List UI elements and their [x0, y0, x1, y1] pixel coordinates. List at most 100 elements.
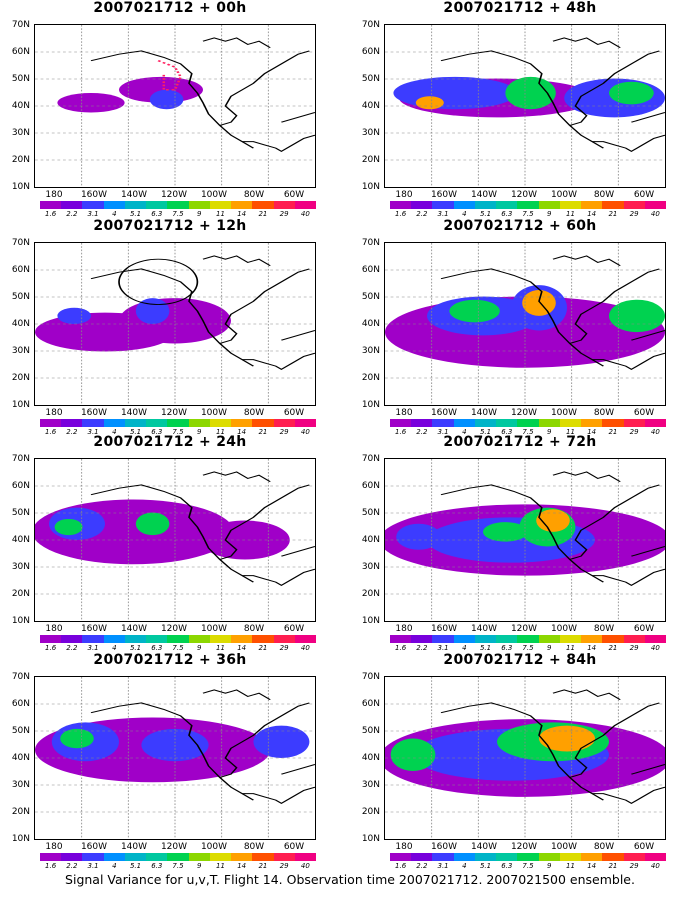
coastline	[90, 50, 254, 149]
colorbar-labels: 1.6 2.2 3.1 4 5.1 6.3 7.5 9 11 14 21 29 40	[40, 862, 316, 872]
colorbar-swatch	[124, 201, 147, 209]
longitude-label: 180	[45, 190, 63, 200]
colorbar-label: 40	[300, 644, 310, 652]
colorbar-swatch	[209, 201, 232, 209]
latitude-label: 30N	[11, 346, 30, 356]
variance-contour	[536, 509, 570, 532]
latitude-label: 40N	[361, 753, 380, 763]
colorbar-labels: 1.6 2.2 3.1 4 5.1 6.3 7.5 9 11 14 21 29 40	[40, 428, 316, 438]
latitude-label: 10N	[361, 616, 380, 626]
coastline	[592, 568, 665, 587]
colorbar-label: 7.5	[172, 210, 184, 218]
coastline	[219, 50, 310, 126]
longitude-label: 100W	[550, 408, 578, 418]
forecast-panel: 2007021712 + 36h 70N 60N 50N 40N 30N 20N 10N 180…	[0, 652, 340, 872]
panel-title: 2007021712 + 00h	[93, 0, 247, 16]
latitude-label: 40N	[361, 535, 380, 545]
longitude-label: 80W	[593, 190, 615, 200]
colorbar-swatch	[146, 853, 168, 861]
latitude-label: 40N	[11, 535, 30, 545]
colorbar-label: 40	[650, 862, 660, 870]
latitude-label: 30N	[11, 780, 30, 790]
latitude-label: 60N	[11, 265, 30, 275]
longitude-label: 80W	[593, 408, 615, 418]
panel-title: 2007021712 + 12h	[93, 218, 247, 234]
longitude-label: 100W	[200, 842, 228, 852]
latitude-label: 60N	[11, 481, 30, 491]
colorbar-label: 7.5	[522, 428, 534, 436]
colorbar-label: 29	[279, 862, 289, 870]
colorbar-swatch	[432, 853, 454, 861]
colorbar-swatch	[146, 419, 168, 427]
colorbar-label: 21	[258, 862, 268, 870]
longitude-label: 80W	[243, 190, 265, 200]
latitude-label: 50N	[11, 292, 30, 302]
colorbar-label: 21	[608, 210, 618, 218]
longitude-label: 180	[395, 190, 413, 200]
colorbar-label: 1.6	[45, 210, 57, 218]
colorbar-swatch	[453, 201, 475, 209]
variance-contour	[393, 76, 517, 110]
colorbar	[40, 635, 317, 643]
colorbar-label: 9	[196, 210, 202, 218]
colorbar-swatch	[209, 853, 232, 861]
longitude-label: 160W	[430, 190, 458, 200]
map-svg	[35, 243, 315, 405]
colorbar-label: 1.6	[395, 428, 407, 436]
longitude-label: 140W	[470, 408, 498, 418]
colorbar-swatch	[273, 419, 295, 427]
colorbar-label: 29	[629, 644, 639, 652]
panel-title: 2007021712 + 60h	[443, 218, 597, 234]
longitude-label: 100W	[200, 408, 228, 418]
colorbar-swatch	[623, 635, 645, 643]
panel-title: 2007021712 + 36h	[93, 652, 247, 668]
longitude-label: 120W	[160, 842, 188, 852]
longitude-label: 60W	[283, 408, 305, 418]
colorbar-swatch	[602, 419, 624, 427]
colorbar-label: 29	[279, 210, 289, 218]
variance-contour	[539, 725, 595, 752]
longitude-label: 160W	[430, 624, 458, 634]
colorbar-label: 7.5	[172, 862, 184, 870]
longitude-label: 180	[395, 624, 413, 634]
colorbar-label: 3.1	[437, 644, 449, 652]
map-area	[34, 242, 316, 406]
colorbar-swatch	[453, 635, 475, 643]
colorbar-label: 5.1	[479, 644, 492, 652]
map-area	[384, 24, 666, 188]
colorbar-label: 4	[112, 644, 117, 652]
colorbar-label: 4	[462, 862, 467, 870]
longitude-label: 180	[45, 624, 63, 634]
colorbar-swatch	[496, 419, 518, 427]
map-area	[34, 458, 316, 622]
colorbar-swatch	[581, 201, 603, 209]
colorbar-label: 29	[629, 862, 639, 870]
colorbar-swatch	[188, 635, 210, 643]
colorbar-swatch	[432, 201, 454, 209]
variance-contour	[135, 512, 170, 536]
latitude-label: 60N	[11, 699, 30, 709]
colorbar-labels: 1.6 2.2 3.1 4 5.1 6.3 7.5 9 11 14 21 29 40	[390, 644, 666, 654]
latitude-label: 70N	[11, 20, 30, 30]
colorbar-swatch	[453, 419, 475, 427]
colorbar-label: 40	[650, 210, 660, 218]
coastline	[569, 268, 660, 344]
colorbar-label: 11	[215, 862, 225, 870]
coastline	[202, 255, 271, 267]
map-svg	[385, 459, 665, 621]
colorbar-swatch	[273, 635, 295, 643]
latitude-label: 70N	[361, 20, 380, 30]
observation-ring	[118, 258, 199, 306]
latitude-label: 70N	[11, 672, 30, 682]
coastline	[242, 134, 315, 153]
colorbar-swatch	[644, 201, 667, 209]
colorbar-swatch	[40, 419, 62, 427]
colorbar-swatch	[167, 635, 189, 643]
variance-contour	[483, 522, 528, 542]
colorbar-swatch	[231, 635, 253, 643]
variance-contour	[449, 299, 500, 323]
colorbar-swatch	[411, 201, 433, 209]
colorbar-label: 2.2	[416, 644, 428, 652]
coastline	[592, 352, 665, 371]
latitude-label: 10N	[11, 400, 30, 410]
